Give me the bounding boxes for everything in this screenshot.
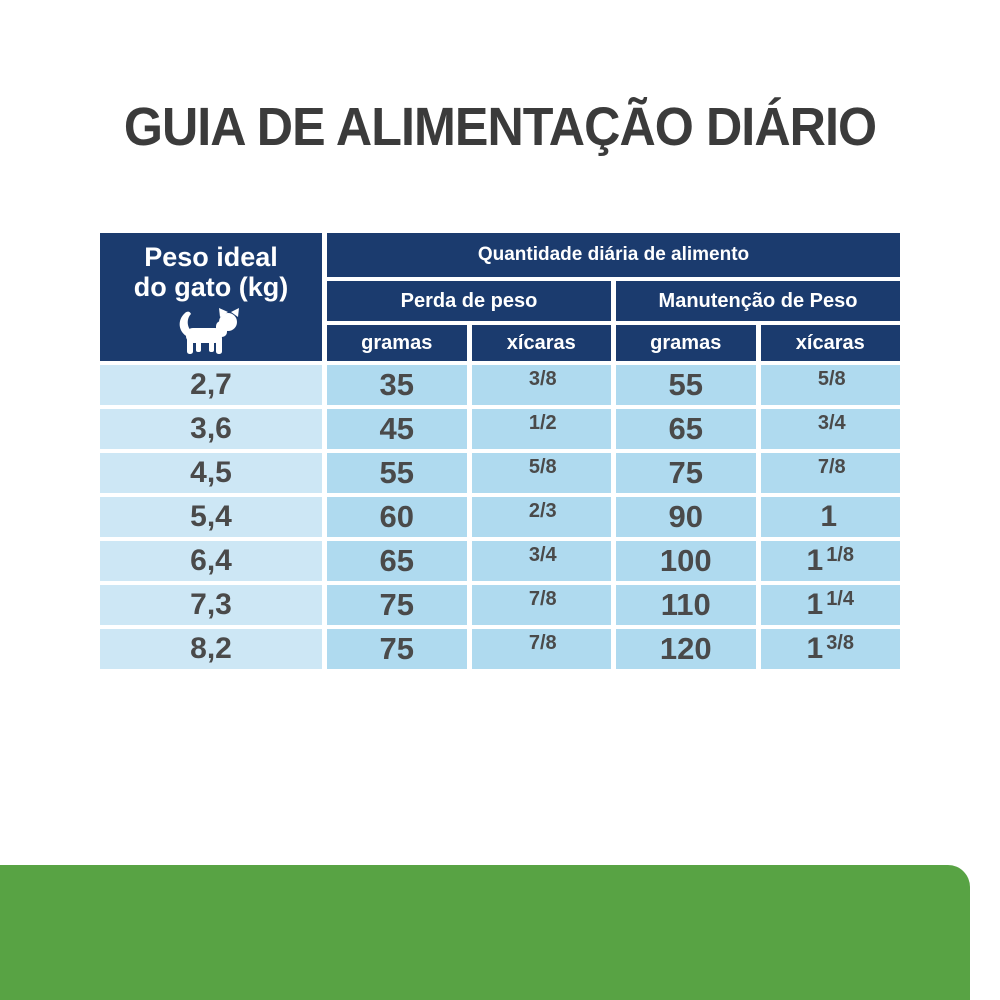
cat-icon — [179, 308, 239, 355]
cups-fraction: 3/4 — [528, 543, 557, 566]
cups-fraction: 1/4 — [826, 587, 854, 610]
loss-grams-cell: 75 — [327, 629, 467, 669]
maint-cups-cell: 1 1/4 — [760, 585, 900, 625]
cups-fraction: 7/8 — [528, 587, 557, 610]
corner-header: Peso ideal do gato (kg) — [100, 233, 322, 361]
cups-int: 1 — [806, 588, 824, 621]
cups-fraction: 3/8 — [826, 631, 854, 654]
cups-fraction: 3/8 — [528, 367, 557, 390]
loss-cups-cell: 3/4 — [471, 541, 611, 581]
corner-header-line1: Peso ideal — [144, 242, 278, 272]
page-title: GUIA DE ALIMENTAÇÃO DIÁRIO — [123, 97, 877, 157]
subheader-maint-grams: gramas — [616, 325, 756, 361]
grams-value: 65 — [668, 411, 703, 446]
weight-cell: 2,7 — [100, 365, 322, 405]
loss-grams-cell: 65 — [327, 541, 467, 581]
subheader-loss-grams: gramas — [327, 325, 467, 361]
maint-grams-cell: 110 — [616, 585, 756, 625]
header-daily-quantity: Quantidade diária de alimento — [327, 233, 900, 277]
loss-grams-cell: 55 — [327, 453, 467, 493]
cups-fraction: 7/8 — [528, 631, 557, 654]
grams-value: 75 — [379, 631, 414, 666]
maint-cups-cell: 7/8 — [760, 453, 900, 493]
loss-cups-cell: 7/8 — [471, 585, 611, 625]
subheader-loss-cups: xícaras — [471, 325, 611, 361]
grams-value: 35 — [379, 367, 414, 402]
header-weight-loss: Perda de peso — [327, 281, 611, 321]
cups-int: 1 — [806, 544, 824, 577]
weight-cell: 5,4 — [100, 497, 322, 537]
green-band — [0, 865, 970, 1000]
loss-cups-cell: 2/3 — [471, 497, 611, 537]
grams-value: 100 — [659, 543, 712, 578]
cups-fraction: 5/8 — [817, 367, 846, 390]
cups-int: 1 — [806, 632, 824, 665]
grams-value: 110 — [660, 587, 711, 622]
loss-grams-cell: 45 — [327, 409, 467, 449]
loss-cups-cell: 1/2 — [471, 409, 611, 449]
grams-value: 60 — [379, 499, 414, 534]
subheader-maint-cups: xícaras — [760, 325, 900, 361]
grams-value: 45 — [379, 411, 414, 446]
loss-cups-cell: 5/8 — [471, 453, 611, 493]
weight-cell: 6,4 — [100, 541, 322, 581]
cups-fraction: 7/8 — [817, 455, 846, 478]
grams-value: 75 — [668, 455, 703, 490]
maint-cups-cell: 1 3/8 — [760, 629, 900, 669]
cups-fraction: 3/4 — [817, 411, 846, 434]
maint-grams-cell: 65 — [616, 409, 756, 449]
cups-fraction: 1/2 — [528, 411, 557, 434]
cups-int: 1 — [820, 500, 838, 533]
weight-cell: 8,2 — [100, 629, 322, 669]
maint-grams-cell: 100 — [616, 541, 756, 581]
loss-grams-cell: 75 — [327, 585, 467, 625]
cups-fraction: 5/8 — [528, 455, 557, 478]
grams-value: 55 — [668, 367, 703, 402]
corner-header-line2: do gato (kg) — [133, 272, 289, 303]
weight-cell: 7,3 — [100, 585, 322, 625]
weight-cell: 4,5 — [100, 453, 322, 493]
maint-grams-cell: 90 — [616, 497, 756, 537]
grams-value: 90 — [668, 499, 703, 534]
feeding-table: Peso ideal do gato (kg) Quantidade diári… — [100, 233, 900, 669]
maint-cups-cell: 5/8 — [760, 365, 900, 405]
grams-value: 65 — [379, 543, 414, 578]
cups-fraction: 2/3 — [528, 499, 557, 522]
maint-grams-cell: 55 — [616, 365, 756, 405]
loss-cups-cell: 3/8 — [471, 365, 611, 405]
header-weight-maintenance: Manutenção de Peso — [616, 281, 900, 321]
loss-grams-cell: 35 — [327, 365, 467, 405]
maint-cups-cell: 1 1/8 — [760, 541, 900, 581]
loss-grams-cell: 60 — [327, 497, 467, 537]
cups-fraction: 1/8 — [826, 543, 854, 566]
grams-value: 55 — [379, 455, 414, 490]
maint-grams-cell: 120 — [616, 629, 756, 669]
grams-value: 75 — [379, 587, 414, 622]
maint-grams-cell: 75 — [616, 453, 756, 493]
maint-cups-cell: 3/4 — [760, 409, 900, 449]
loss-cups-cell: 7/8 — [471, 629, 611, 669]
weight-cell: 3,6 — [100, 409, 322, 449]
maint-cups-cell: 1 — [760, 497, 900, 537]
grams-value: 120 — [659, 631, 712, 666]
